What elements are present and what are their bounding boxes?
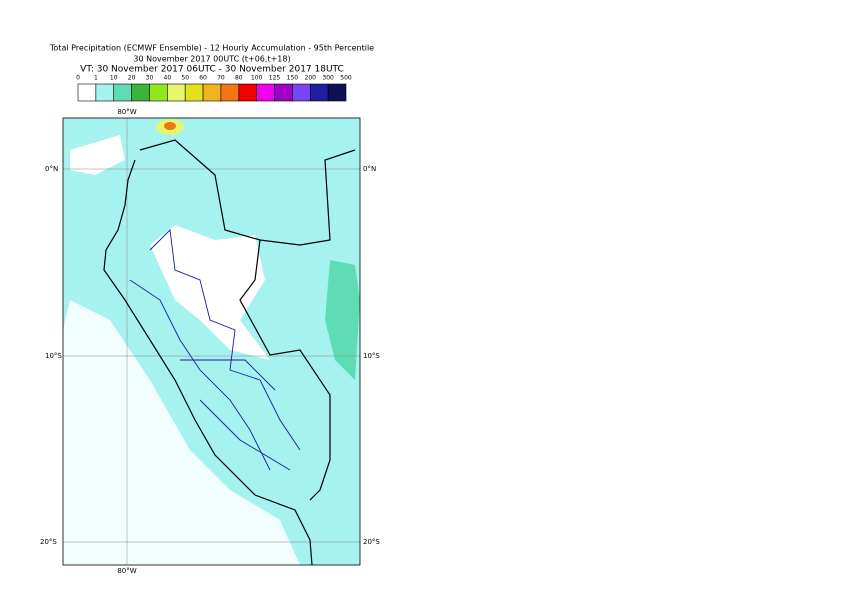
colorbar-box bbox=[309, 83, 329, 102]
border bbox=[139, 139, 356, 501]
lat-label: 10°S bbox=[363, 352, 380, 360]
colorbar-label: 500 bbox=[340, 75, 352, 82]
colorbar-box bbox=[77, 83, 97, 102]
colorbar-label: 10 bbox=[110, 75, 118, 82]
colorbar-label: 1 bbox=[94, 75, 98, 82]
colorbar-box bbox=[238, 83, 257, 102]
colorbar-label: 125 bbox=[269, 75, 281, 82]
colorbar-box bbox=[167, 83, 186, 102]
dry-area bbox=[70, 135, 125, 175]
lat-label: 20°S bbox=[363, 538, 380, 546]
map bbox=[62, 117, 361, 566]
wet-area bbox=[325, 260, 360, 380]
valid-time: VT: 30 November 2017 06UTC - 30 November… bbox=[80, 65, 344, 75]
lon-label: 80°W bbox=[117, 567, 136, 575]
lat-label: 20°S bbox=[40, 538, 57, 546]
colorbar-label: 60 bbox=[199, 75, 207, 82]
coastline bbox=[103, 159, 313, 566]
title: Total Precipitation (ECMWF Ensemble) - 1… bbox=[49, 44, 374, 53]
colorbar: 0 1 10 20 30 40 50 60 70 80 100 125 150 200 300 500 bbox=[76, 75, 352, 102]
colorbar-box bbox=[256, 83, 275, 102]
map-frame bbox=[62, 117, 361, 566]
colorbar-box bbox=[131, 83, 150, 102]
colorbar-label: 20 bbox=[128, 75, 136, 82]
colorbar-label: 40 bbox=[164, 75, 172, 82]
colorbar-label: 300 bbox=[322, 75, 334, 82]
dry-area bbox=[150, 225, 270, 360]
dry-area bbox=[63, 300, 300, 565]
colorbar-box bbox=[95, 83, 115, 102]
colorbar-box bbox=[149, 83, 168, 102]
base-time: 30 November 2017 00UTC (t+06,t+18) bbox=[133, 55, 290, 64]
colorbar-box bbox=[292, 83, 311, 102]
colorbar-box bbox=[327, 83, 347, 102]
lat-label: 0°N bbox=[363, 165, 376, 173]
colorbar-box bbox=[274, 83, 293, 102]
colorbar-label: 70 bbox=[217, 75, 225, 82]
lat-label: 0°N bbox=[45, 165, 58, 173]
wet-area bbox=[164, 122, 176, 130]
colorbar-box bbox=[184, 83, 204, 102]
colorbar-label: 30 bbox=[146, 75, 154, 82]
colorbar-box bbox=[220, 83, 240, 102]
colorbar-label: 80 bbox=[235, 75, 243, 82]
colorbar-label: 150 bbox=[287, 75, 299, 82]
colorbar-label: 50 bbox=[181, 75, 189, 82]
colorbar-label: 100 bbox=[251, 75, 263, 82]
colorbar-box bbox=[202, 83, 222, 102]
lon-label: 80°W bbox=[117, 108, 136, 116]
colorbar-label: 0 bbox=[76, 75, 80, 82]
region-border bbox=[129, 229, 301, 471]
colorbar-label: 200 bbox=[305, 75, 317, 82]
lat-label: 10°S bbox=[45, 352, 62, 360]
colorbar-box bbox=[113, 83, 132, 102]
